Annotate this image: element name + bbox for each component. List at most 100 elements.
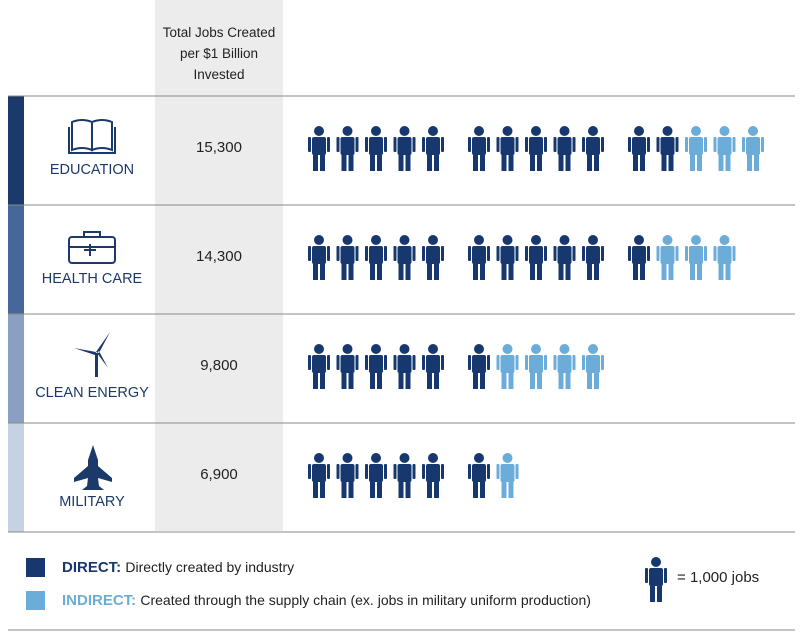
head [428,453,438,463]
leg [508,372,514,389]
head [559,344,570,354]
arm [487,464,490,479]
leg [405,372,411,389]
head [691,126,701,136]
torso [397,137,412,155]
person-icon [308,453,330,498]
torso [500,137,515,155]
head [531,235,541,245]
leg [320,154,325,171]
arm [308,355,311,370]
leg [565,372,571,389]
arm [441,137,444,152]
leg [633,263,638,280]
legend-label: INDIRECT: Created through the supply cha… [62,592,591,609]
leg [661,263,667,280]
person-icon [525,126,547,171]
leg [377,263,382,280]
person-icon [365,126,387,171]
torso [649,568,663,586]
legend-description: Directly created by industry [125,559,294,575]
head [531,126,541,136]
leg [587,263,592,280]
person-icon [336,453,359,498]
leg [501,372,507,389]
category-bar [8,423,24,532]
person-icon [308,235,330,280]
arm [393,464,397,479]
leg [405,481,411,498]
leg [565,263,571,280]
leg [530,372,535,389]
arm [496,246,500,261]
torso [312,355,326,373]
torso [557,355,572,373]
leg [633,154,638,171]
leg [427,481,432,498]
leg [370,372,375,389]
head [719,235,730,245]
arm [704,137,707,152]
head [474,453,484,463]
arm [713,137,717,152]
arm [487,137,490,152]
arm [601,246,604,261]
leg [530,263,535,280]
arm [412,464,416,479]
leg [501,481,507,498]
arm [487,355,490,370]
person-icon [422,235,444,280]
head [428,126,438,136]
person-icon [582,235,604,280]
leg [725,154,731,171]
arm [393,246,397,261]
person-icon [525,235,547,280]
legend-swatch [26,591,45,610]
arm [308,137,311,152]
arm [675,246,679,261]
arm [656,137,660,152]
torso [340,464,355,482]
torso [557,137,572,155]
leg [320,372,325,389]
person-icon [422,344,444,389]
arm [544,246,547,261]
head [691,235,701,245]
leg [377,372,382,389]
torso [340,137,355,155]
head [588,344,598,354]
person-icon [393,344,416,389]
leg [427,372,432,389]
torso [426,137,440,155]
leg [668,154,674,171]
torso [426,464,440,482]
arm [572,137,576,152]
arm [468,137,471,152]
arm [441,246,444,261]
arm [628,137,631,152]
leg [320,263,325,280]
person-icon [365,235,387,280]
leg [320,481,325,498]
torso [312,246,326,264]
arm [365,355,368,370]
leg [348,154,354,171]
leg [508,481,514,498]
arm [685,137,688,152]
icon-key-label: 1,000 jobs [690,569,759,586]
leg [530,154,535,171]
person-icon [713,235,736,280]
person-icon [393,126,416,171]
leg [587,372,592,389]
arm [704,246,707,261]
category-label: MILITARY [59,494,125,510]
torso [557,246,572,264]
leg [434,154,439,171]
arm [572,246,576,261]
military-icon [74,445,112,490]
head [651,557,661,567]
head [719,126,730,136]
leg [313,263,318,280]
leg [473,372,478,389]
arm [628,246,631,261]
